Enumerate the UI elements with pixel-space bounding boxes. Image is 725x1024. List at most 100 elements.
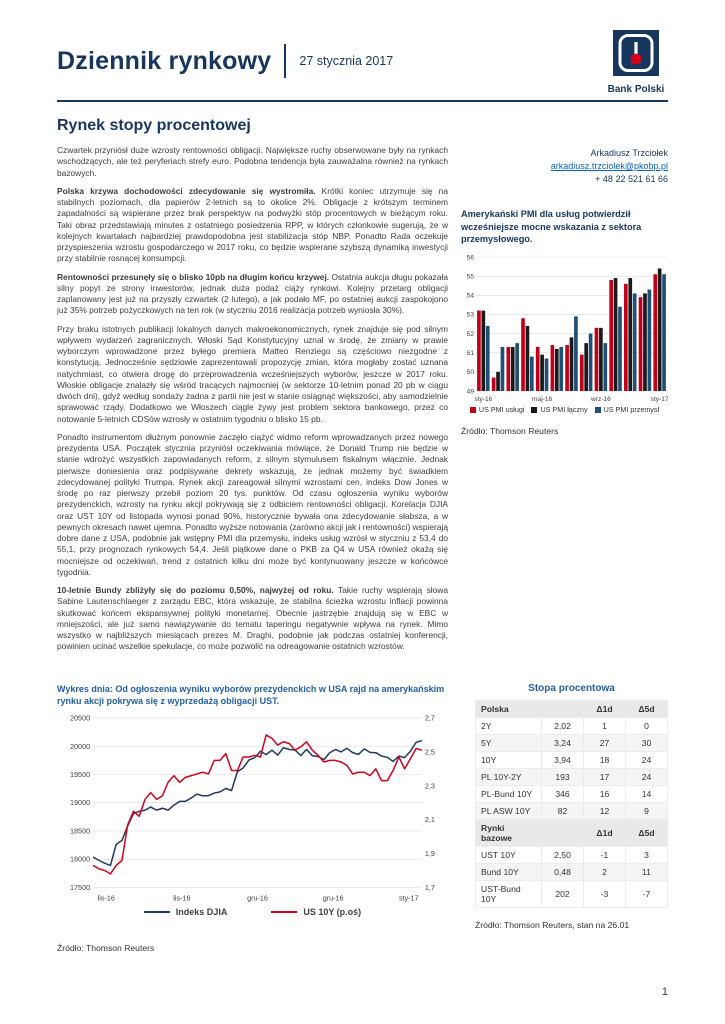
svg-text:sty-16: sty-16 xyxy=(474,396,492,403)
svg-text:gru-16: gru-16 xyxy=(247,894,268,903)
legend-swatch-icon xyxy=(469,406,476,413)
pmi-bar-chart: 49 50 51 52 53 54 55 56 sty-16 maj-16 wrz-16 sty-17 xyxy=(461,253,668,404)
chart-of-day-source: Źródło: Thomson Reuters xyxy=(57,942,155,953)
table-section-header: Polska Δ1d Δ5d xyxy=(475,700,668,718)
svg-text:1,7: 1,7 xyxy=(425,883,435,892)
legend-item: US PMI usługi xyxy=(469,405,524,414)
svg-text:gru-16: gru-16 xyxy=(323,894,344,903)
svg-text:2,1: 2,1 xyxy=(425,815,435,824)
svg-text:51: 51 xyxy=(467,350,475,357)
contact-block: Arkadiusz Trzciołek arkadiusz.trzciolek@… xyxy=(461,147,668,186)
svg-text:49: 49 xyxy=(467,389,475,396)
table-cell: 24 xyxy=(625,768,668,786)
table-cell: 30 xyxy=(625,734,668,752)
table-row: 10Y 3,94 18 24 xyxy=(475,751,668,769)
table-cell xyxy=(541,700,584,718)
svg-text:17500: 17500 xyxy=(70,883,90,892)
table-cell: UST-Bund 10Y xyxy=(475,880,542,908)
rates-table-block: Stopa procentowa Polska Δ1d Δ5d 2Y 2,02 1 0 5Y 3… xyxy=(475,683,668,930)
sidebar-column: Arkadiusz Trzciołek arkadiusz.trzciolek@… xyxy=(461,145,668,679)
legend-swatch-icon xyxy=(594,406,601,413)
svg-text:sty-17: sty-17 xyxy=(399,894,419,903)
pmi-note: Amerykański PMI dla usług potwierdził wc… xyxy=(461,209,642,244)
line-chart-svg: 20500 20000 19500 19000 18500 18000 17500 2,7 2,… xyxy=(70,714,435,903)
table-row: PL 10Y-2Y 193 17 24 xyxy=(475,768,668,786)
table-cell: 11 xyxy=(625,863,668,881)
table-cell: Polska xyxy=(475,700,542,718)
svg-text:18000: 18000 xyxy=(70,855,90,864)
table-cell: Δ5d xyxy=(625,700,668,718)
chart-of-day-caption: Wykres dnia: Od ogłoszenia wyniku wyboró… xyxy=(57,684,445,707)
pmi-chart-legend: US PMI usługi US PMI łączny US PMI przemys… xyxy=(461,405,668,414)
table-cell: PL ASW 10Y xyxy=(475,802,542,820)
svg-text:55: 55 xyxy=(467,274,475,281)
table-cell: 193 xyxy=(541,768,584,786)
table-cell: UST 10Y xyxy=(475,846,542,864)
article-paragraph: Ponadto instrumentom dłużnym ponownie za… xyxy=(57,431,448,577)
analyst-email-link[interactable]: arkadiusz.trzciolek@pkobp.pl xyxy=(550,161,668,172)
article-paragraph: Czwartek przyniósł duże wzrosty rentowno… xyxy=(57,145,448,178)
legend-line-icon xyxy=(271,910,298,914)
table-row: 5Y 3,24 27 30 xyxy=(475,734,668,752)
table-cell: 3,24 xyxy=(541,734,584,752)
svg-text:maj-16: maj-16 xyxy=(532,396,552,403)
table-cell: 27 xyxy=(583,734,626,752)
pko-logo-icon xyxy=(613,30,659,76)
table-cell: 2Y xyxy=(475,717,542,735)
legend-item: Indeks DJIA xyxy=(143,907,227,917)
legend-item: US PMI łączny xyxy=(531,405,588,414)
bank-logo: Bank Polski xyxy=(604,30,668,95)
table-cell: Bund 10Y xyxy=(475,863,542,881)
table-row: 2Y 2,02 1 0 xyxy=(475,717,668,735)
svg-text:53: 53 xyxy=(467,312,475,319)
page-number: 1 xyxy=(661,986,668,998)
rates-column: Stopa procentowa Polska Δ1d Δ5d 2Y 2,02 1 0 5Y 3… xyxy=(461,679,668,953)
svg-text:lis-16: lis-16 xyxy=(173,894,190,903)
svg-text:19000: 19000 xyxy=(70,799,90,808)
legend-item: US 10Y (p.oś) xyxy=(271,907,361,917)
table-cell: 346 xyxy=(541,785,584,803)
table-cell: Δ1d xyxy=(583,819,626,847)
table-row: UST-Bund 10Y 202 -3 -7 xyxy=(475,880,668,908)
table-row: UST 10Y 2,50 -1 3 xyxy=(475,846,668,864)
rates-table: Polska Δ1d Δ5d 2Y 2,02 1 0 5Y 3,24 27 30 10Y 3,94 18 2… xyxy=(475,700,668,908)
table-cell: Δ5d xyxy=(625,819,668,847)
svg-text:1,9: 1,9 xyxy=(425,849,435,858)
svg-text:2,7: 2,7 xyxy=(425,714,435,723)
bank-name: Bank Polski xyxy=(607,84,665,95)
svg-text:2,3: 2,3 xyxy=(425,782,435,791)
pmi-bar-chart-svg: 49 50 51 52 53 54 55 56 sty-16 maj-16 wrz-16 sty-17 xyxy=(467,255,668,404)
legend-item: US PMI przemysł xyxy=(594,405,659,414)
article-paragraphs: Czwartek przyniósł duże wzrosty rentowno… xyxy=(57,145,448,653)
table-cell: 10Y xyxy=(475,751,542,769)
table-cell: 202 xyxy=(541,880,584,908)
analyst-name: Arkadiusz Trzciołek xyxy=(590,148,668,158)
table-cell: 0 xyxy=(625,717,668,735)
svg-text:54: 54 xyxy=(467,293,475,300)
svg-text:52: 52 xyxy=(467,331,475,338)
table-cell: Rynki bazowe xyxy=(475,819,542,847)
table-cell: 12 xyxy=(583,802,626,820)
table-cell: 17 xyxy=(583,768,626,786)
report-date: 27 stycznia 2017 xyxy=(299,54,394,68)
svg-text:2,5: 2,5 xyxy=(425,748,435,757)
main-columns: Czwartek przyniósł duże wzrosty rentowno… xyxy=(57,145,668,679)
svg-text:19500: 19500 xyxy=(70,770,90,779)
table-cell: 9 xyxy=(625,802,668,820)
header: Dziennik rynkowy 27 stycznia 2017 Bank P… xyxy=(57,30,668,95)
article-paragraph: Rentowności przesunęły się o blisko 10pb… xyxy=(57,271,448,316)
article-column: Czwartek przyniósł duże wzrosty rentowno… xyxy=(57,145,448,679)
table-cell: PL 10Y-2Y xyxy=(475,768,542,786)
table-cell xyxy=(541,819,584,847)
svg-text:wrz-16: wrz-16 xyxy=(590,396,611,403)
bottom-columns: Wykres dnia: Od ogłoszenia wyniku wyboró… xyxy=(57,679,668,953)
analyst-phone: + 48 22 521 61 66 xyxy=(595,174,668,185)
table-cell: 24 xyxy=(625,751,668,769)
header-rule xyxy=(57,100,668,102)
article-paragraph: 10-letnie Bundy zbliżyły się do poziomu … xyxy=(57,585,448,652)
article-paragraph: Przy braku istotnych publikacji lokalnyc… xyxy=(57,323,448,424)
table-cell: 16 xyxy=(583,785,626,803)
table-cell: 5Y xyxy=(475,734,542,752)
table-row: Bund 10Y 0,48 2 11 xyxy=(475,863,668,881)
